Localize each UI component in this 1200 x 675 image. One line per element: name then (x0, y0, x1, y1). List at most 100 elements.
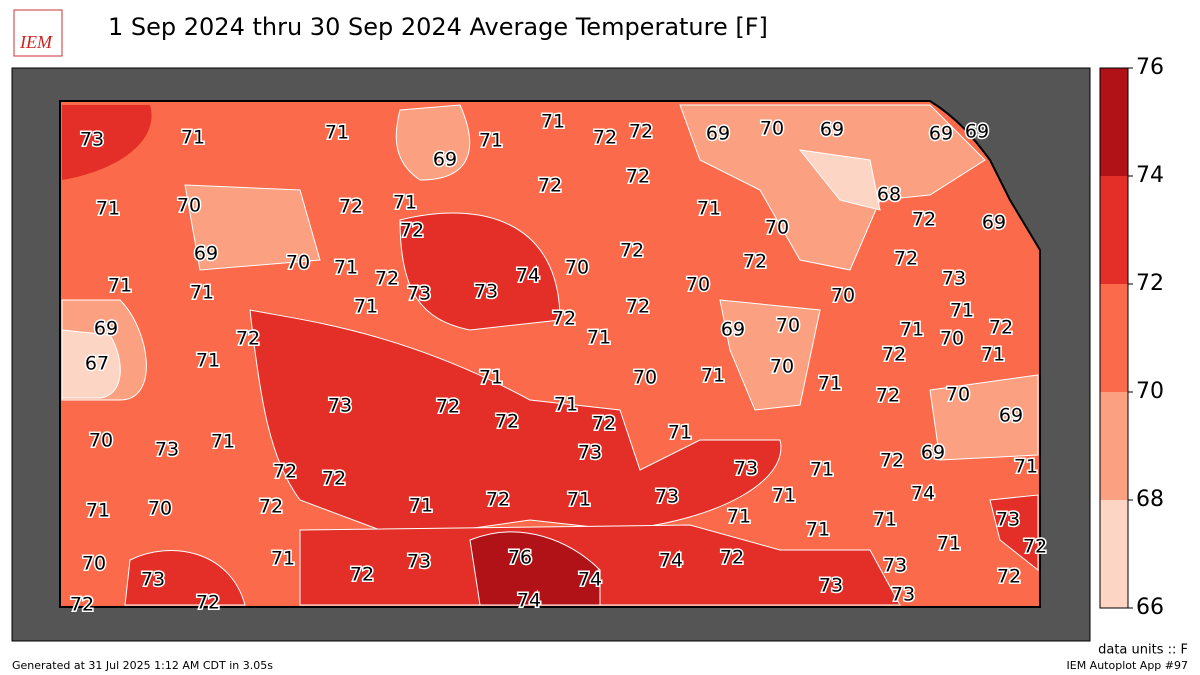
station-value: 72 (626, 296, 650, 318)
station-value: 69 (433, 149, 457, 171)
logo-box (13, 9, 63, 57)
station-value: 71 (937, 533, 961, 555)
station-value: 73 (328, 395, 352, 417)
station-value: 71 (950, 300, 974, 322)
station-value: 73 (655, 486, 679, 508)
station-value: 71 (818, 373, 842, 395)
station-value: 73 (578, 442, 602, 464)
station-value: 71 (325, 122, 349, 144)
station-value: 72 (196, 592, 220, 614)
station-value: 71 (334, 257, 358, 279)
station-value: 69 (94, 318, 118, 340)
station-value: 71 (810, 459, 834, 481)
station-value: 71 (196, 350, 220, 372)
contour (395, 104, 471, 181)
station-value: 72 (720, 547, 744, 569)
station-value: 73 (155, 439, 179, 461)
title: 1 Sep 2024 thru 30 Sep 2024 Average Temp… (108, 13, 768, 41)
station-value: 74 (517, 590, 541, 612)
station-value: 72 (620, 240, 644, 262)
station-value: 72 (1023, 536, 1047, 558)
station-value: 72 (495, 411, 519, 433)
station-value: 69 (721, 319, 745, 341)
station-value: 69 (982, 212, 1006, 234)
contour (124, 549, 246, 606)
station-value: 74 (516, 265, 540, 287)
colorbar-tick-label: 74 (1136, 163, 1164, 188)
colorbar-segment (1100, 176, 1128, 284)
station-value: 72 (339, 196, 363, 218)
station-value: 72 (626, 166, 650, 188)
station-value: 72 (322, 468, 346, 490)
station-value: 72 (743, 251, 767, 273)
station-value: 71 (190, 282, 214, 304)
station-value: 72 (552, 308, 576, 330)
station-value: 70 (633, 367, 657, 389)
station-value: 72 (273, 461, 297, 483)
station-value: 70 (776, 315, 800, 337)
station-value: 70 (148, 498, 172, 520)
contour (719, 299, 821, 411)
contour (61, 329, 121, 399)
station-value: 71 (567, 489, 591, 511)
station-value: 72 (400, 220, 424, 242)
station-value: 74 (659, 550, 683, 572)
station-value: 73 (996, 509, 1020, 531)
station-value: 72 (894, 248, 918, 270)
station-value: 71 (409, 495, 433, 517)
station-value: 70 (765, 217, 789, 239)
station-value: 71 (211, 431, 235, 453)
station-value: 72 (997, 566, 1021, 588)
station-value: 71 (108, 275, 132, 297)
station-value: 71 (587, 327, 611, 349)
station-value: 72 (486, 489, 510, 511)
colorbar-segment (1100, 392, 1128, 500)
station-value: 73 (734, 458, 758, 480)
station-value: 73 (407, 283, 431, 305)
station-value: 72 (876, 385, 900, 407)
station-value: 71 (86, 500, 110, 522)
station-value: 71 (181, 127, 205, 149)
station-value: 68 (877, 184, 901, 206)
station-value: 72 (592, 413, 616, 435)
station-value: 71 (981, 344, 1005, 366)
station-value: 72 (436, 396, 460, 418)
station-value: 71 (271, 548, 295, 570)
station-value: 70 (89, 430, 113, 452)
colorbar-tick-label: 72 (1136, 271, 1164, 296)
station-value: 69 (965, 121, 989, 143)
colorbar-frame (1099, 67, 1129, 609)
station-value: 72 (912, 209, 936, 231)
contour (299, 524, 901, 606)
station-value: 71 (479, 367, 503, 389)
contour (929, 374, 1039, 461)
station-value: 72 (989, 317, 1013, 339)
colorbar-tick-label: 70 (1136, 379, 1164, 404)
station-value: 70 (82, 553, 106, 575)
station-value: 70 (946, 384, 970, 406)
app-note: IEM Autoplot App #97 (1067, 659, 1189, 672)
station-value: 69 (929, 123, 953, 145)
station-value: 72 (880, 450, 904, 472)
colorbar-segment (1100, 284, 1128, 392)
station-value: 73 (80, 129, 104, 151)
station-value: 73 (141, 569, 165, 591)
contour (249, 309, 782, 531)
station-value: 69 (194, 243, 218, 265)
station-value: 70 (286, 252, 310, 274)
station-value: 71 (541, 111, 565, 133)
station-value: 71 (772, 485, 796, 507)
station-value: 72 (593, 127, 617, 149)
station-value: 73 (942, 268, 966, 290)
station-value: 69 (999, 405, 1023, 427)
station-value: 71 (697, 198, 721, 220)
station-value: 67 (85, 353, 109, 375)
station-value: 71 (393, 192, 417, 214)
station-value: 71 (701, 365, 725, 387)
logo-text: IEM (19, 32, 53, 52)
station-value: 71 (900, 319, 924, 341)
station-value: 72 (538, 175, 562, 197)
contour (184, 184, 321, 271)
